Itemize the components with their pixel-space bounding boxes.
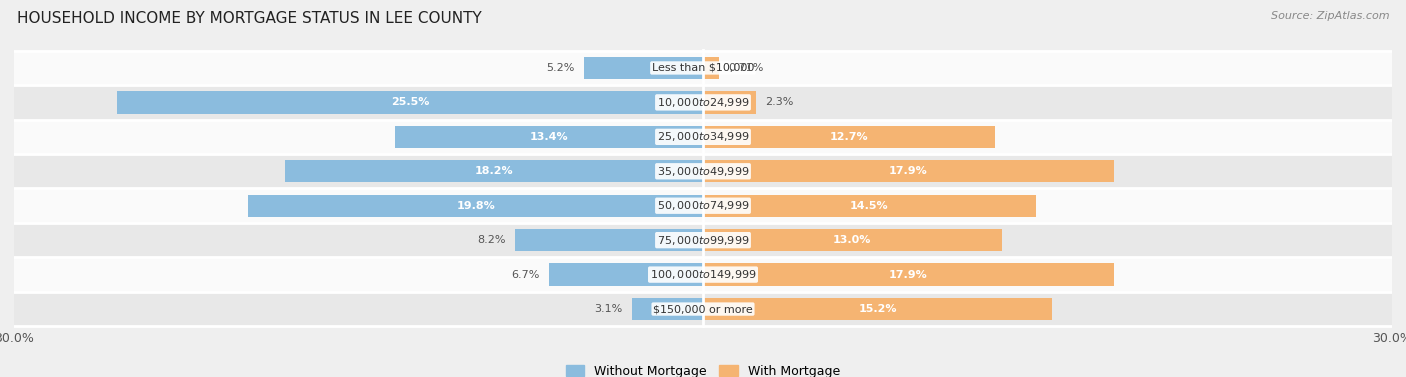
Bar — [14, 154, 1392, 188]
Bar — [285, 160, 703, 182]
Text: 13.4%: 13.4% — [530, 132, 568, 142]
Text: $50,000 to $74,999: $50,000 to $74,999 — [657, 199, 749, 212]
Text: $10,000 to $24,999: $10,000 to $24,999 — [657, 96, 749, 109]
Text: 0.71%: 0.71% — [728, 63, 763, 73]
Legend: Without Mortgage, With Mortgage: Without Mortgage, With Mortgage — [561, 360, 845, 377]
Bar — [14, 120, 1392, 154]
Bar — [703, 298, 1052, 320]
Text: HOUSEHOLD INCOME BY MORTGAGE STATUS IN LEE COUNTY: HOUSEHOLD INCOME BY MORTGAGE STATUS IN L… — [17, 11, 482, 26]
Bar — [703, 126, 994, 148]
Bar — [703, 229, 1001, 251]
Text: 14.5%: 14.5% — [851, 201, 889, 211]
Text: Less than $10,000: Less than $10,000 — [652, 63, 754, 73]
Bar — [703, 195, 1036, 217]
Text: 18.2%: 18.2% — [475, 166, 513, 176]
Text: 15.2%: 15.2% — [858, 304, 897, 314]
Text: 3.1%: 3.1% — [595, 304, 623, 314]
Bar — [550, 264, 703, 286]
Bar — [703, 160, 1114, 182]
Bar — [631, 298, 703, 320]
Text: Source: ZipAtlas.com: Source: ZipAtlas.com — [1271, 11, 1389, 21]
Bar — [703, 91, 756, 113]
Text: $35,000 to $49,999: $35,000 to $49,999 — [657, 165, 749, 178]
Bar — [14, 85, 1392, 120]
Text: 25.5%: 25.5% — [391, 97, 429, 107]
Text: 2.3%: 2.3% — [765, 97, 793, 107]
Bar — [14, 257, 1392, 292]
Text: $100,000 to $149,999: $100,000 to $149,999 — [650, 268, 756, 281]
Bar — [249, 195, 703, 217]
Text: 17.9%: 17.9% — [889, 270, 928, 280]
Bar — [515, 229, 703, 251]
Text: $25,000 to $34,999: $25,000 to $34,999 — [657, 130, 749, 143]
Text: 13.0%: 13.0% — [834, 235, 872, 245]
Bar — [14, 223, 1392, 257]
Bar — [117, 91, 703, 113]
Bar — [703, 57, 720, 79]
Text: 5.2%: 5.2% — [546, 63, 575, 73]
Text: $75,000 to $99,999: $75,000 to $99,999 — [657, 234, 749, 247]
Text: 8.2%: 8.2% — [477, 235, 506, 245]
Bar — [14, 292, 1392, 326]
Text: 6.7%: 6.7% — [512, 270, 540, 280]
Bar — [14, 188, 1392, 223]
Text: 19.8%: 19.8% — [457, 201, 495, 211]
Bar — [583, 57, 703, 79]
Text: 12.7%: 12.7% — [830, 132, 868, 142]
Text: $150,000 or more: $150,000 or more — [654, 304, 752, 314]
Bar — [14, 51, 1392, 85]
Bar — [395, 126, 703, 148]
Bar — [703, 264, 1114, 286]
Text: 17.9%: 17.9% — [889, 166, 928, 176]
